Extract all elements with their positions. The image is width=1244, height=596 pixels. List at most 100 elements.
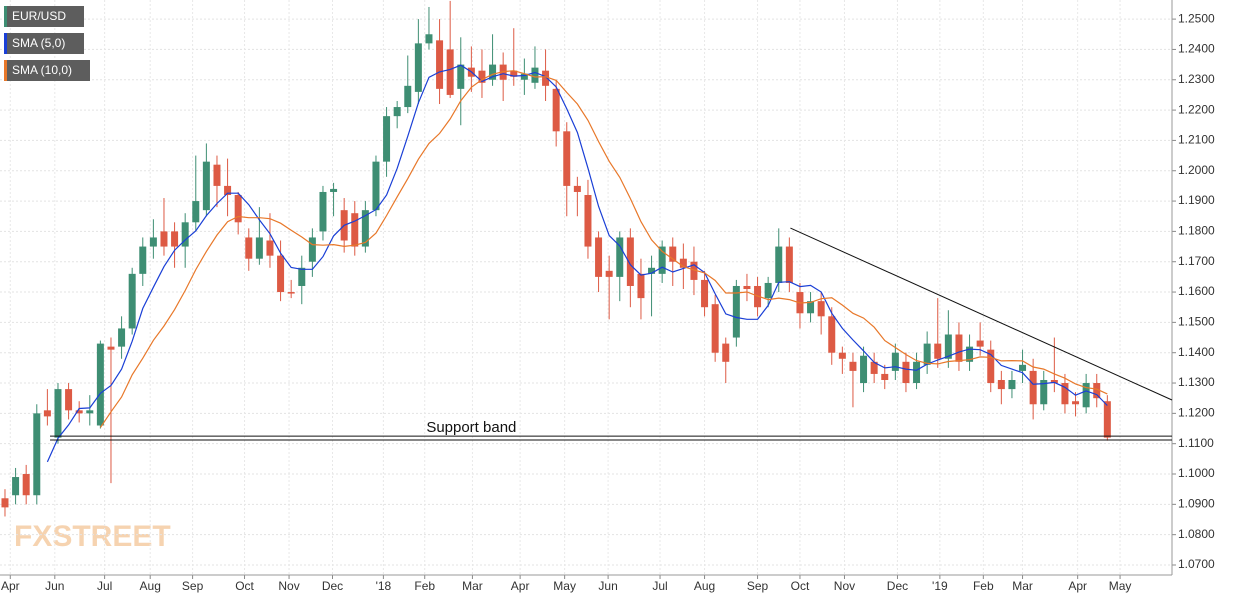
candle-body bbox=[139, 246, 147, 274]
candle-body bbox=[838, 352, 846, 359]
candle-body bbox=[987, 349, 995, 384]
candle-body bbox=[12, 477, 20, 496]
candle-body bbox=[1082, 383, 1090, 408]
x-tick-label: Aug bbox=[694, 579, 715, 593]
candle-body bbox=[404, 85, 412, 108]
y-tick-label: 1.2200 bbox=[1178, 102, 1215, 116]
candle-body bbox=[181, 222, 189, 247]
candle-body bbox=[881, 373, 889, 380]
candle-body bbox=[648, 267, 656, 274]
candle-body bbox=[722, 343, 730, 362]
candle-body bbox=[955, 334, 963, 362]
y-tick-label: 1.1800 bbox=[1178, 224, 1215, 238]
candle-body bbox=[308, 237, 316, 262]
candle-body bbox=[616, 237, 624, 277]
candle-body bbox=[1050, 379, 1058, 384]
candle-body bbox=[457, 64, 465, 89]
x-tick-label: Jul bbox=[652, 579, 667, 593]
candle-body bbox=[351, 213, 359, 247]
candle-body bbox=[764, 282, 772, 299]
legend-box bbox=[4, 33, 84, 54]
candle-body bbox=[425, 34, 433, 44]
x-tick-label: Feb bbox=[973, 579, 994, 593]
candle-body bbox=[595, 237, 603, 277]
legend-label: SMA (5,0) bbox=[12, 36, 65, 50]
trend-line bbox=[790, 227, 1173, 401]
candle-body bbox=[160, 231, 168, 247]
legend-label: EUR/USD bbox=[12, 9, 66, 23]
candle-body bbox=[732, 285, 740, 338]
legend-label: SMA (10,0) bbox=[12, 63, 72, 77]
candle-body bbox=[33, 413, 41, 496]
x-tick-label: Apr bbox=[1, 579, 20, 593]
candle-body bbox=[520, 73, 528, 80]
candle-body bbox=[224, 185, 232, 196]
y-tick-label: 1.1200 bbox=[1178, 406, 1215, 420]
candle-body bbox=[383, 116, 391, 162]
candle-body bbox=[213, 164, 221, 186]
y-tick-label: 1.1700 bbox=[1178, 254, 1215, 268]
candle-body bbox=[934, 343, 942, 359]
candle-body bbox=[75, 410, 83, 414]
candle-body bbox=[202, 161, 210, 211]
candle-body bbox=[319, 191, 327, 232]
candle-body bbox=[1, 498, 9, 508]
candle-body bbox=[510, 70, 518, 77]
candle-body bbox=[913, 361, 921, 384]
candle-body bbox=[828, 316, 836, 353]
candle-body bbox=[192, 201, 200, 223]
candle-body bbox=[1061, 383, 1069, 405]
x-tick-label: '19 bbox=[932, 579, 948, 593]
candle-body bbox=[287, 292, 295, 294]
candle-body bbox=[1093, 383, 1101, 399]
x-tick-label: Aug bbox=[140, 579, 161, 593]
legend-item: SMA (5,0) bbox=[4, 33, 84, 54]
candle-body bbox=[118, 328, 126, 347]
candle-body bbox=[817, 301, 825, 317]
candle-body bbox=[658, 246, 666, 274]
candle-body bbox=[807, 301, 815, 314]
x-tick-label: Feb bbox=[414, 579, 435, 593]
candle-body bbox=[944, 334, 952, 359]
candle-body bbox=[923, 343, 931, 365]
candle-body bbox=[1072, 401, 1080, 405]
candle-body bbox=[552, 88, 560, 132]
candle-body bbox=[414, 43, 422, 92]
candle-body bbox=[891, 352, 899, 371]
y-tick-label: 1.2100 bbox=[1178, 133, 1215, 147]
candle-body bbox=[128, 273, 136, 329]
candle-body bbox=[361, 210, 369, 247]
candle-body bbox=[711, 304, 719, 353]
candle-body bbox=[234, 195, 242, 223]
sma-line bbox=[46, 64, 1108, 463]
legend-box bbox=[4, 60, 90, 81]
candle-body bbox=[626, 237, 634, 286]
y-tick-label: 1.0900 bbox=[1178, 497, 1215, 511]
y-tick-label: 1.2400 bbox=[1178, 42, 1215, 56]
candle-body bbox=[860, 355, 868, 384]
x-tick-label: Sep bbox=[747, 579, 769, 593]
x-tick-label: Dec bbox=[322, 579, 343, 593]
x-tick-label: '18 bbox=[376, 579, 392, 593]
candle-body bbox=[966, 346, 974, 362]
candle-body bbox=[563, 131, 571, 186]
candle-body bbox=[775, 246, 783, 283]
candle-body bbox=[1040, 379, 1048, 405]
legend-item: SMA (10,0) bbox=[4, 60, 90, 81]
x-tick-label: Dec bbox=[887, 579, 908, 593]
candle-body bbox=[849, 361, 857, 371]
candle-body bbox=[701, 279, 709, 308]
candle-body bbox=[637, 273, 645, 299]
y-tick-label: 1.0700 bbox=[1178, 557, 1215, 571]
candle-body bbox=[679, 258, 687, 268]
y-tick-label: 1.1600 bbox=[1178, 284, 1215, 298]
candle-body bbox=[743, 285, 751, 290]
legend-item: EUR/USD bbox=[4, 6, 84, 27]
watermark: FXSTREET bbox=[14, 520, 171, 553]
candle-body bbox=[1103, 401, 1111, 438]
x-tick-label: Sep bbox=[182, 579, 204, 593]
legend-box bbox=[4, 6, 84, 27]
candle-body bbox=[1029, 370, 1037, 405]
x-tick-label: May bbox=[553, 579, 576, 593]
x-tick-label: Nov bbox=[834, 579, 855, 593]
